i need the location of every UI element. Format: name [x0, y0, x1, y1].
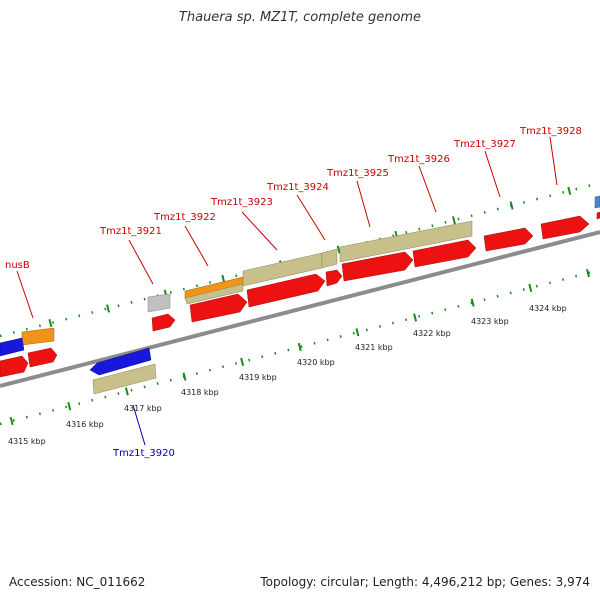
ruler-label: 4322 kbp: [413, 329, 451, 338]
gene-label-3926[interactable]: Tmz1t_3926: [387, 154, 450, 165]
gene-label-3928[interactable]: Tmz1t_3928: [519, 126, 582, 137]
gene-red-edge[interactable]: [596, 211, 600, 220]
tick-mark: [9, 416, 14, 426]
tick-mark: [470, 298, 475, 307]
gene-orange-left[interactable]: [21, 327, 55, 346]
tick-mark: [413, 313, 418, 322]
tick-mark: [528, 283, 533, 293]
tick-mark: [509, 201, 514, 210]
gene-red-3928[interactable]: [540, 215, 590, 240]
gene-olive-3922[interactable]: [184, 283, 244, 305]
gene-red-3927[interactable]: [483, 227, 534, 252]
ruler-label: 4319 kbp: [239, 373, 277, 382]
gene-label-3921[interactable]: Tmz1t_3921: [99, 226, 162, 237]
gene-red-3926[interactable]: [412, 239, 477, 268]
gene-red-3923[interactable]: [246, 273, 326, 308]
gene-steelblue-edge[interactable]: [594, 195, 600, 209]
tick-mark: [567, 186, 572, 195]
genome-backbone: [0, 230, 600, 388]
ruler-label: 4315 kbp: [8, 437, 46, 446]
ruler-label: 4320 kbp: [297, 358, 335, 367]
tick-mark: [182, 372, 187, 381]
accession-text: Accession: NC_011662: [9, 575, 146, 589]
gene-label-nusb[interactable]: nusB: [5, 260, 30, 271]
tick-mark: [48, 319, 53, 328]
ruler-label: 4317 kbp: [124, 404, 162, 413]
tick-mark: [124, 387, 129, 396]
ruler-label: 4324 kbp: [529, 304, 567, 313]
ruler-label: 4323 kbp: [471, 317, 509, 326]
gene-olive-long-b[interactable]: [321, 248, 338, 269]
gene-red-left-2[interactable]: [27, 347, 58, 368]
gene-labels: nusB Tmz1t_3921 Tmz1t_3922 Tmz1t_3923 Tm…: [5, 126, 582, 459]
tick-mark: [355, 328, 360, 337]
reverse-strand-genes: [89, 347, 157, 395]
tick-mark: [336, 245, 341, 254]
genome-summary-text: Topology: circular; Length: 4,496,212 bp…: [260, 575, 590, 589]
tick-mark: [106, 304, 110, 313]
ruler-label: 4318 kbp: [181, 388, 219, 397]
gene-blue-3920[interactable]: [89, 347, 152, 376]
tick-mark: [585, 268, 590, 278]
label-connectors: [16, 136, 558, 446]
ruler-label: 4316 kbp: [66, 420, 104, 429]
gene-label-3925[interactable]: Tmz1t_3925: [326, 168, 389, 179]
tick-mark: [297, 342, 302, 352]
ruler-major-ticks: [9, 268, 590, 426]
gene-label-3923[interactable]: Tmz1t_3923: [210, 197, 273, 208]
gene-red-3922[interactable]: [189, 293, 248, 323]
gene-red-left-1[interactable]: [0, 355, 29, 378]
gene-gray[interactable]: [147, 293, 171, 313]
tick-mark: [452, 216, 456, 225]
gene-label-3924[interactable]: Tmz1t_3924: [266, 182, 329, 193]
gene-blue-left[interactable]: [0, 337, 25, 357]
forward-strand-genes: [0, 195, 600, 378]
tick-mark: [67, 402, 72, 411]
tick-mark: [240, 357, 245, 366]
gene-label-3927[interactable]: Tmz1t_3927: [453, 139, 516, 150]
ruler-labels: 4315 kbp 4316 kbp 4317 kbp 4318 kbp 4319…: [8, 304, 567, 446]
gene-olive-3920[interactable]: [92, 363, 157, 395]
ruler-label: 4321 kbp: [355, 343, 393, 352]
gene-label-3922[interactable]: Tmz1t_3922: [153, 212, 216, 223]
gene-red-small[interactable]: [151, 313, 176, 332]
gene-red-3924[interactable]: [325, 269, 343, 287]
gene-red-3925[interactable]: [341, 251, 414, 282]
genome-title: Thauera sp. MZ1T, complete genome: [178, 10, 422, 25]
gene-olive-long-c[interactable]: [339, 220, 473, 263]
gene-label-3920[interactable]: Tmz1t_3920: [112, 448, 175, 459]
